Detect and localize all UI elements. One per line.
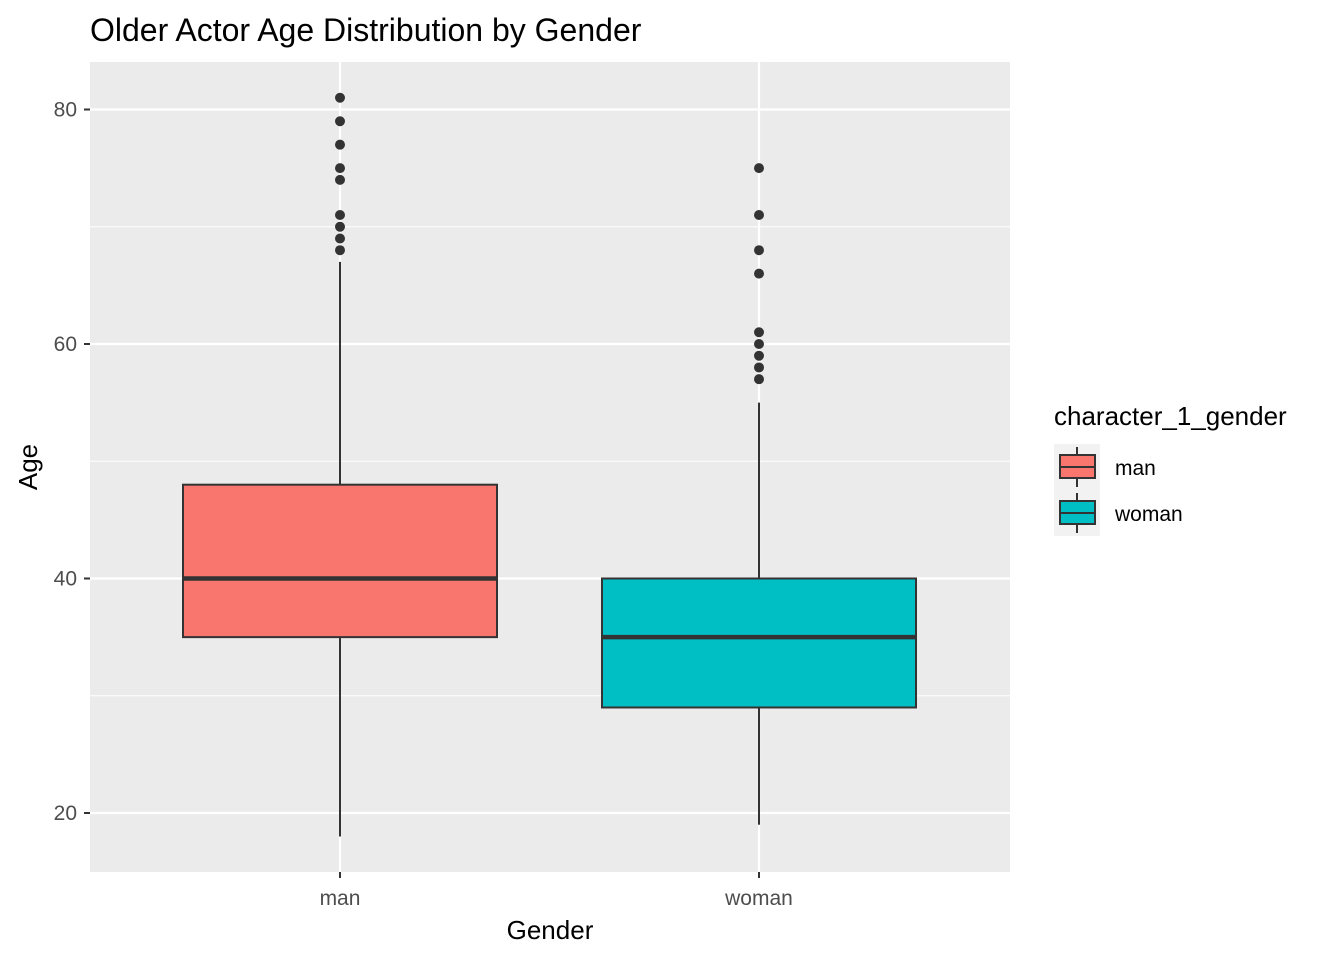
x-tick-label: man xyxy=(320,887,361,910)
legend-label-man: man xyxy=(1115,457,1156,480)
x-tick-label: woman xyxy=(724,887,793,910)
chart-title: Older Actor Age Distribution by Gender xyxy=(90,12,642,48)
y-tick-label: 80 xyxy=(54,99,77,122)
legend: character_1_gender man woman xyxy=(1054,401,1287,536)
legend-title: character_1_gender xyxy=(1054,401,1287,431)
y-axis-title: Age xyxy=(13,444,43,490)
legend-key-woman xyxy=(1054,490,1100,536)
plot-panel xyxy=(90,62,1010,872)
x-axis: man woman xyxy=(320,872,793,910)
y-tick-label: 40 xyxy=(54,568,77,591)
outlier-point xyxy=(754,339,764,349)
box-woman xyxy=(601,163,917,825)
outlier-point xyxy=(335,233,345,244)
outlier-point xyxy=(335,174,345,185)
box-man xyxy=(182,92,498,837)
outlier-point xyxy=(335,163,345,174)
outlier-point xyxy=(335,116,345,127)
y-axis: 20 40 60 80 xyxy=(54,99,90,825)
outlier-point xyxy=(754,245,764,256)
legend-key-man xyxy=(1054,444,1100,490)
legend-label-woman: woman xyxy=(1114,503,1183,526)
outlier-point xyxy=(335,92,345,103)
outlier-point xyxy=(754,268,764,279)
x-axis-title: Gender xyxy=(507,915,594,945)
outlier-point xyxy=(335,210,345,221)
y-tick-label: 20 xyxy=(54,802,77,825)
box-body xyxy=(182,483,498,639)
boxes xyxy=(182,92,917,837)
outlier-point xyxy=(335,139,345,150)
outlier-point xyxy=(754,350,764,361)
outlier-point xyxy=(754,327,764,338)
outlier-point xyxy=(754,210,764,221)
outlier-point xyxy=(335,245,345,256)
outlier-point xyxy=(335,221,345,232)
y-tick-label: 60 xyxy=(54,333,77,356)
outlier-point xyxy=(754,374,764,385)
outlier-point xyxy=(754,163,764,174)
outlier-point xyxy=(754,362,764,373)
box-body xyxy=(601,577,917,709)
